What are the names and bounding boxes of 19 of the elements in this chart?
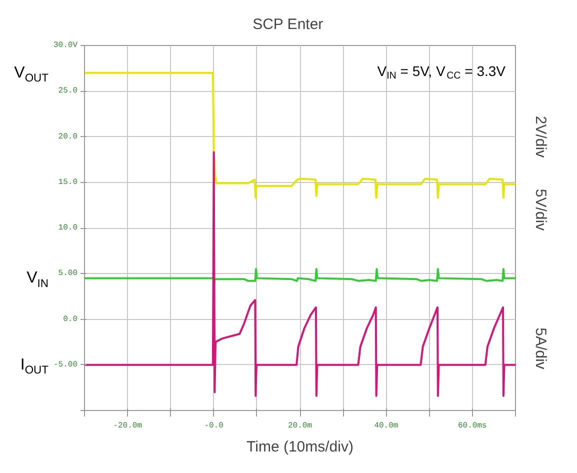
x-tick-label: -0.0	[204, 422, 224, 430]
y-tick-label: 25.0	[58, 86, 78, 96]
x-axis-title: Time (10ms/div)	[246, 438, 354, 456]
x-tick-label: 60.0ms	[458, 422, 487, 430]
x-tick-label: 40.0m	[374, 422, 398, 430]
y-tick-label: 0.0	[63, 314, 78, 324]
line-series	[84, 151, 516, 397]
chart-title: SCP Enter	[252, 16, 324, 33]
text: 5A/div	[532, 328, 549, 370]
y-tick-label: 30.0V	[53, 41, 78, 50]
y-tick-label: 20.0	[58, 132, 78, 142]
y-tick-label: 15.0	[58, 178, 78, 187]
y-tick-label: 5.00	[58, 269, 78, 278]
y-tick-label: 10.0	[58, 224, 78, 232]
text: 2V/div	[532, 116, 549, 158]
x-tick-label: 20.0m	[288, 422, 312, 430]
text: 5V/div	[532, 188, 549, 232]
y-tick-label: -5.00	[53, 360, 78, 370]
x-tick-label: -20.0m	[113, 422, 142, 430]
